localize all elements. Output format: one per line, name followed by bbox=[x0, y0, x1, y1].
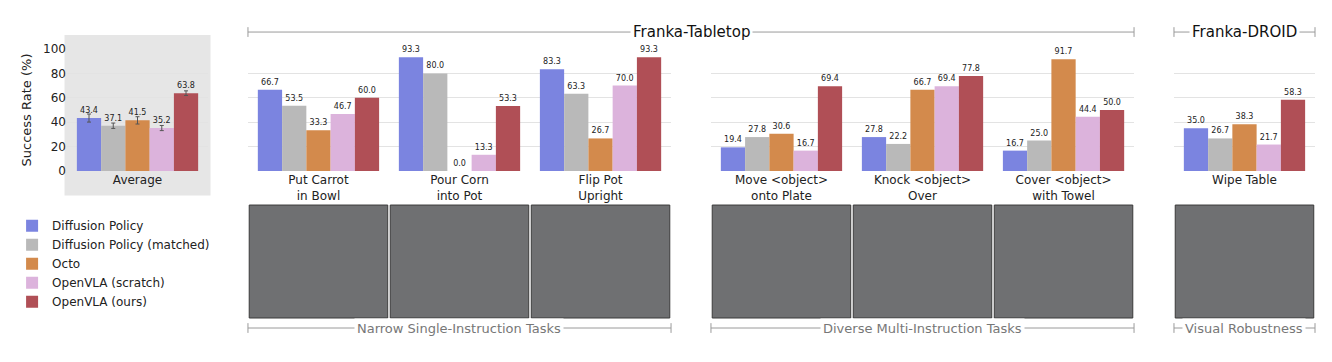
svg-text:0.0: 0.0 bbox=[453, 159, 466, 168]
svg-text:25.0: 25.0 bbox=[1030, 129, 1048, 138]
svg-text:46.7: 46.7 bbox=[334, 102, 352, 111]
svg-text:Flip PotUpright: Flip PotUpright bbox=[578, 173, 623, 203]
svg-text:30.6: 30.6 bbox=[773, 122, 791, 131]
svg-text:50.0: 50.0 bbox=[1103, 98, 1121, 107]
svg-text:16.7: 16.7 bbox=[1006, 139, 1024, 148]
svg-text:38.3: 38.3 bbox=[1236, 112, 1254, 121]
svg-text:22.2: 22.2 bbox=[889, 132, 907, 141]
svg-text:77.8: 77.8 bbox=[962, 64, 980, 73]
svg-text:43.4: 43.4 bbox=[80, 106, 98, 115]
svg-text:Knock <object>Over: Knock <object>Over bbox=[874, 173, 971, 203]
svg-text:16.7: 16.7 bbox=[797, 139, 815, 148]
svg-text:Franka-DROID: Franka-DROID bbox=[1192, 23, 1297, 41]
svg-text:69.4: 69.4 bbox=[821, 74, 839, 83]
svg-text:91.7: 91.7 bbox=[1055, 47, 1073, 56]
svg-text:93.3: 93.3 bbox=[640, 45, 658, 54]
svg-text:37.1: 37.1 bbox=[104, 114, 122, 123]
svg-text:21.7: 21.7 bbox=[1260, 133, 1278, 142]
svg-text:0: 0 bbox=[58, 164, 66, 178]
svg-text:OpenVLA (ours): OpenVLA (ours) bbox=[52, 295, 147, 309]
svg-text:70.0: 70.0 bbox=[616, 74, 634, 83]
svg-text:Move <object>onto Plate: Move <object>onto Plate bbox=[735, 173, 828, 203]
svg-text:83.3: 83.3 bbox=[543, 57, 561, 66]
svg-text:53.3: 53.3 bbox=[499, 94, 517, 103]
svg-text:26.7: 26.7 bbox=[592, 126, 610, 135]
svg-text:40: 40 bbox=[51, 115, 66, 129]
svg-text:Franka-Tabletop: Franka-Tabletop bbox=[633, 23, 750, 41]
svg-text:41.5: 41.5 bbox=[129, 108, 147, 117]
svg-text:Octo: Octo bbox=[52, 257, 80, 271]
svg-text:Narrow Single-Instruction Task: Narrow Single-Instruction Tasks bbox=[357, 321, 561, 336]
svg-text:60.0: 60.0 bbox=[358, 86, 376, 95]
svg-text:80: 80 bbox=[51, 67, 66, 81]
svg-text:80.0: 80.0 bbox=[426, 61, 444, 70]
svg-text:20: 20 bbox=[51, 140, 66, 154]
svg-text:66.7: 66.7 bbox=[914, 78, 932, 87]
svg-text:Diffusion Policy (matched): Diffusion Policy (matched) bbox=[52, 238, 209, 252]
svg-text:Diffusion Policy: Diffusion Policy bbox=[52, 219, 143, 233]
svg-text:Diverse Multi-Instruction Task: Diverse Multi-Instruction Tasks bbox=[823, 321, 1022, 336]
svg-text:13.3: 13.3 bbox=[475, 143, 493, 152]
svg-text:63.3: 63.3 bbox=[567, 82, 585, 91]
svg-text:66.7: 66.7 bbox=[261, 78, 279, 87]
svg-text:Success Rate (%): Success Rate (%) bbox=[19, 54, 34, 167]
svg-text:35.2: 35.2 bbox=[153, 116, 171, 125]
svg-text:100: 100 bbox=[43, 42, 66, 56]
svg-text:93.3: 93.3 bbox=[402, 45, 420, 54]
svg-text:69.4: 69.4 bbox=[938, 74, 956, 83]
svg-text:26.7: 26.7 bbox=[1211, 126, 1229, 135]
svg-text:27.8: 27.8 bbox=[865, 125, 883, 134]
svg-text:Visual Robustness: Visual Robustness bbox=[1185, 321, 1303, 336]
svg-text:58.3: 58.3 bbox=[1284, 88, 1302, 97]
svg-text:27.8: 27.8 bbox=[748, 125, 766, 134]
svg-text:Cover <object>with Towel: Cover <object>with Towel bbox=[1016, 173, 1112, 203]
svg-text:63.8: 63.8 bbox=[177, 81, 195, 90]
svg-text:33.3: 33.3 bbox=[310, 118, 328, 127]
svg-text:OpenVLA (scratch): OpenVLA (scratch) bbox=[52, 276, 165, 290]
svg-text:44.4: 44.4 bbox=[1079, 105, 1097, 114]
svg-text:Pour Corninto Pot: Pour Corninto Pot bbox=[430, 173, 489, 203]
svg-text:60: 60 bbox=[51, 91, 66, 105]
svg-text:53.5: 53.5 bbox=[285, 94, 303, 103]
svg-text:35.0: 35.0 bbox=[1187, 116, 1205, 125]
svg-text:Average: Average bbox=[113, 173, 162, 187]
svg-text:Put Carrotin Bowl: Put Carrotin Bowl bbox=[288, 173, 349, 203]
svg-text:Wipe Table: Wipe Table bbox=[1212, 173, 1277, 187]
svg-text:19.4: 19.4 bbox=[724, 135, 742, 144]
